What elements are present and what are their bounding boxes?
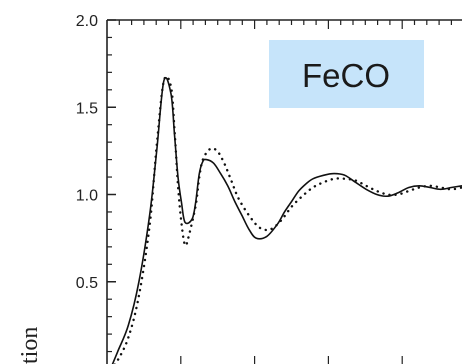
y-tick-label: 2.0 [76,13,98,30]
series-dotted [113,75,462,364]
legend-background [269,40,424,108]
series-solid [111,76,462,364]
y-tick-label: 1.0 [76,188,98,205]
y-tick-label: 1.5 [76,100,98,117]
series-line-dotted [113,75,462,364]
legend-box: FeCO [269,40,424,108]
series-line-solid [111,76,462,364]
series-layer [111,75,462,364]
y-axis-label: tion [17,327,43,364]
x-axis-ticks [118,20,452,364]
legend-label: FeCO [302,57,390,94]
y-axis-ticks: 0.5 1.0 1.5 2.0 [76,13,116,353]
y-tick-label: 0.5 [76,275,98,292]
